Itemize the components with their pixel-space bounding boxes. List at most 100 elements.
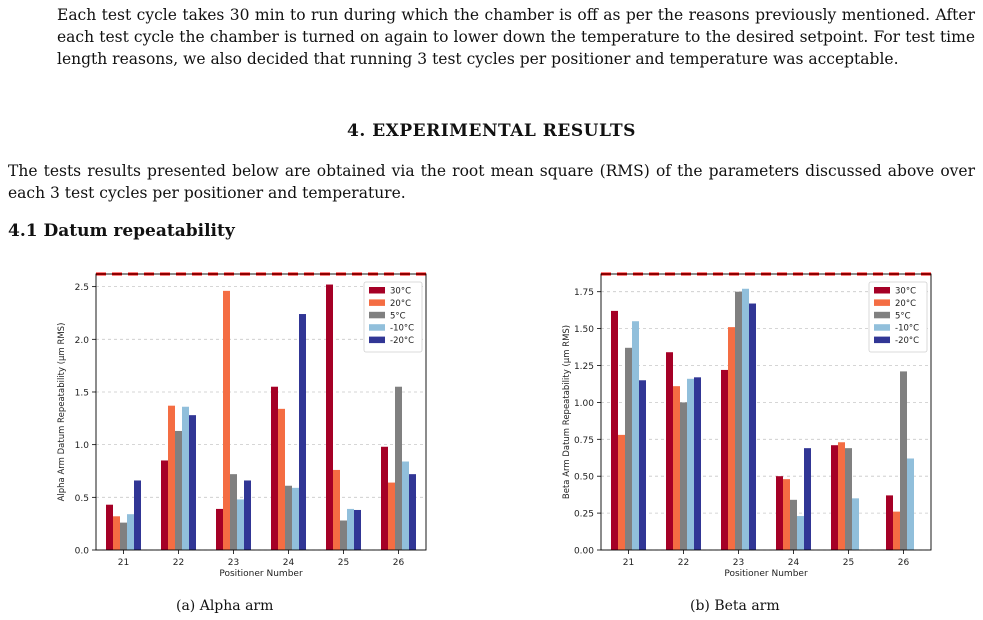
- x-tick-label: 22: [678, 558, 689, 568]
- y-tick-label: 0.50: [574, 473, 594, 483]
- legend-swatch: [369, 324, 385, 331]
- legend-label: 20°C: [390, 299, 411, 309]
- bar: [134, 480, 141, 550]
- bar: [694, 377, 701, 550]
- x-axis-label: Positioner Number: [219, 569, 303, 579]
- y-tick-label: 0.00: [574, 547, 594, 557]
- y-tick-label: 2.0: [75, 336, 90, 346]
- y-tick-label: 1.50: [574, 325, 594, 335]
- alpha-arm-caption: (a) Alpha arm: [176, 598, 274, 614]
- bar: [381, 446, 388, 550]
- legend-swatch: [369, 336, 385, 344]
- y-tick-label: 2.5: [75, 283, 89, 293]
- bar: [680, 402, 687, 550]
- beta-arm-caption: (b) Beta arm: [690, 598, 780, 614]
- legend-swatch: [369, 299, 385, 306]
- bar: [852, 498, 859, 550]
- bar: [776, 476, 783, 550]
- bar: [189, 415, 196, 550]
- bar: [388, 482, 395, 550]
- bar: [230, 474, 237, 550]
- bar: [120, 522, 127, 550]
- intro-paragraph: Each test cycle takes 30 min to run duri…: [57, 6, 975, 68]
- legend-swatch: [874, 299, 890, 306]
- bar: [742, 288, 749, 550]
- bar: [326, 284, 333, 550]
- section-heading: 4. EXPERIMENTAL RESULTS: [347, 121, 636, 141]
- legend-swatch: [369, 311, 385, 319]
- bar: [409, 474, 416, 550]
- bar: [625, 347, 632, 550]
- plot-frame: [95, 273, 427, 551]
- bar: [161, 460, 168, 550]
- bar: [845, 448, 852, 550]
- legend-label: -10°C: [895, 324, 919, 334]
- y-tick-label: 1.25: [574, 362, 594, 372]
- bar: [223, 290, 230, 550]
- legend-label: -10°C: [390, 324, 414, 334]
- legend-swatch: [874, 324, 890, 331]
- legend-label: 30°C: [895, 287, 916, 297]
- bar: [278, 408, 285, 550]
- bar: [271, 386, 278, 550]
- y-tick-label: 1.0: [75, 441, 90, 451]
- y-tick-label: 1.00: [574, 399, 594, 409]
- legend-swatch: [874, 336, 890, 344]
- legend-swatch: [369, 287, 385, 294]
- bar: [354, 509, 361, 550]
- y-tick-label: 0.0: [75, 547, 90, 557]
- y-tick-label: 0.5: [75, 494, 89, 504]
- bar: [666, 352, 673, 550]
- x-axis-label: Positioner Number: [724, 569, 808, 579]
- legend-label: -20°C: [390, 336, 414, 346]
- bar: [838, 442, 845, 550]
- legend-label: 30°C: [390, 287, 411, 297]
- bar: [347, 508, 354, 550]
- bar: [804, 448, 811, 550]
- bar: [333, 469, 340, 550]
- x-tick-label: 21: [623, 558, 634, 568]
- x-tick-label: 24: [283, 558, 295, 568]
- bar: [285, 485, 292, 550]
- bar: [735, 291, 742, 550]
- x-tick-label: 26: [898, 558, 910, 568]
- bar: [639, 380, 646, 550]
- y-tick-label: 0.75: [574, 436, 594, 446]
- legend-label: 20°C: [895, 299, 916, 309]
- bar: [673, 386, 680, 550]
- bar: [113, 516, 120, 550]
- bar: [244, 480, 251, 550]
- bar: [797, 516, 804, 550]
- x-tick-label: 24: [788, 558, 800, 568]
- subsection-heading: 4.1 Datum repeatability: [8, 221, 235, 241]
- legend-label: -20°C: [895, 336, 919, 346]
- plot-frame: [600, 273, 932, 551]
- bar: [237, 499, 244, 550]
- y-axis-label: Beta Arm Datum Repeatability (μm RMS): [562, 325, 572, 499]
- bar: [790, 499, 797, 550]
- y-tick-label: 1.5: [75, 388, 89, 398]
- bar: [106, 504, 113, 550]
- bar: [182, 406, 189, 550]
- legend-label: 5°C: [390, 311, 406, 321]
- beta-arm-chart: 0.00 0.25 0.50 0.75 1.00 1.25 1.50 1.75 21 22 23 24…: [562, 272, 932, 579]
- bar: [611, 310, 618, 550]
- bar: [127, 514, 134, 550]
- bar: [893, 511, 900, 550]
- x-tick-label: 25: [338, 558, 349, 568]
- bar: [168, 405, 175, 550]
- results-paragraph: The tests results presented below are ob…: [8, 162, 975, 202]
- y-tick-label: 0.25: [574, 510, 594, 520]
- legend-swatch: [874, 311, 890, 319]
- x-tick-label: 22: [173, 558, 184, 568]
- bar: [216, 508, 223, 550]
- x-tick-label: 23: [228, 558, 239, 568]
- alpha-arm-chart: 0.0 0.5 1.0 1.5 2.0 2.5 21 22 23 24 25 26 Positioner…: [57, 272, 427, 579]
- bar: [299, 314, 306, 550]
- bar: [900, 371, 907, 550]
- x-tick-label: 25: [843, 558, 854, 568]
- bar: [728, 327, 735, 550]
- bar: [618, 434, 625, 550]
- bar: [749, 303, 756, 550]
- x-tick-label: 23: [733, 558, 744, 568]
